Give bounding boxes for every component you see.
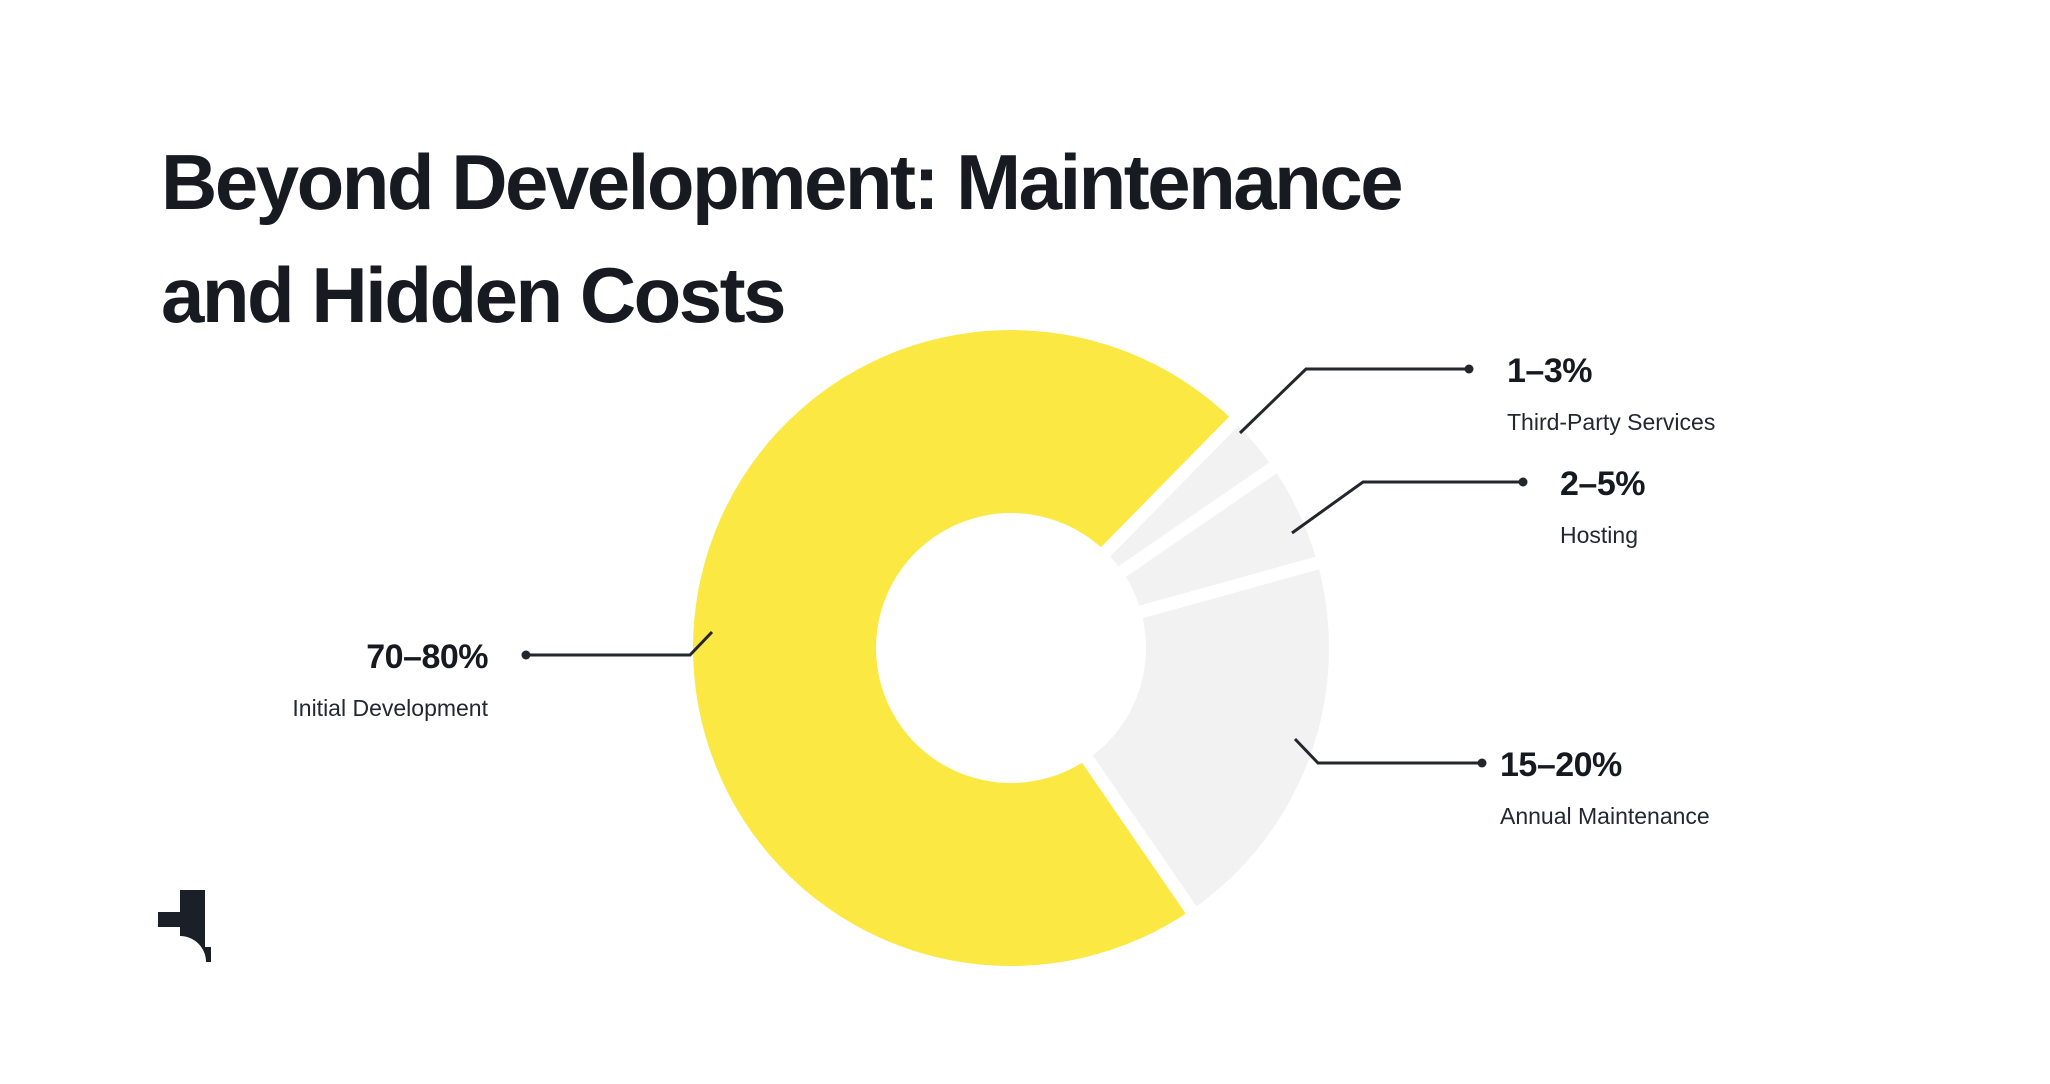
value-hosting: 2–5% bbox=[1560, 465, 1645, 503]
value-third-party-services: 1–3% bbox=[1507, 352, 1592, 390]
label-initial-development: 70–80% Initial Development bbox=[292, 637, 488, 722]
callout-dot-initial-development bbox=[521, 650, 531, 660]
category-annual-maintenance: Annual Maintenance bbox=[1500, 803, 1710, 829]
callout-line-third-party-services bbox=[1238, 367, 1469, 435]
category-initial-development: Initial Development bbox=[292, 695, 488, 721]
category-third-party-services: Third-Party Services bbox=[1507, 409, 1716, 435]
category-hosting: Hosting bbox=[1560, 522, 1638, 548]
page-title: Beyond Development: Maintenance and Hidd… bbox=[161, 126, 1404, 352]
brand-logo bbox=[158, 890, 211, 962]
label-third-party-services: 1–3% Third-Party Services bbox=[1507, 351, 1715, 436]
callout-dot-annual-maintenance bbox=[1477, 758, 1487, 768]
callout-line-initial-development bbox=[526, 630, 714, 657]
logo-t-glyph bbox=[158, 890, 211, 962]
callout-line-annual-maintenance bbox=[1293, 737, 1482, 765]
page-title-line-2: and Hidden Costs bbox=[161, 251, 787, 339]
donut-hole bbox=[876, 513, 1146, 783]
label-hosting: 2–5% Hosting bbox=[1560, 464, 1645, 549]
callout-dot-hosting bbox=[1518, 477, 1528, 487]
page-title-line-1: Beyond Development: Maintenance bbox=[161, 138, 1404, 226]
callout-line-hosting bbox=[1291, 480, 1523, 535]
value-annual-maintenance: 15–20% bbox=[1500, 746, 1622, 784]
callout-dot-third-party-services bbox=[1464, 364, 1474, 374]
label-annual-maintenance: 15–20% Annual Maintenance bbox=[1500, 745, 1710, 830]
value-initial-development: 70–80% bbox=[366, 638, 488, 676]
